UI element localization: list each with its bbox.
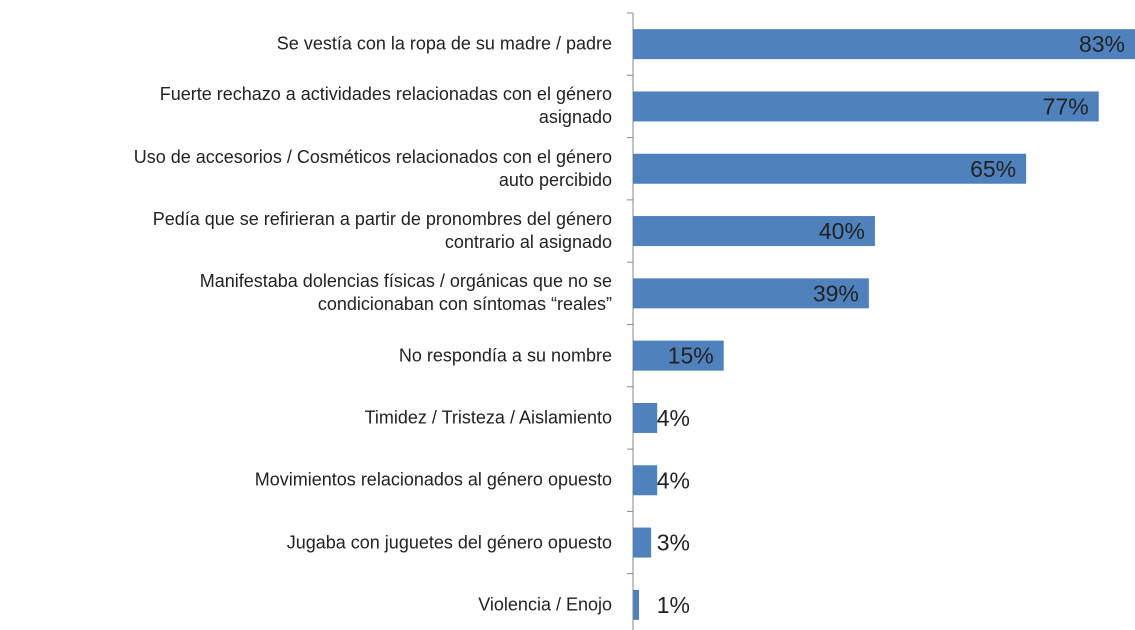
bar [633, 465, 658, 496]
value-label: 1% [657, 592, 690, 618]
value-label: 65% [970, 156, 1016, 182]
value-label: 4% [657, 467, 690, 493]
category-label: Violencia / Enojo [478, 594, 612, 615]
value-label: 83% [1079, 31, 1125, 57]
category-label: Uso de accesorios / Cosméticos relaciona… [133, 146, 612, 190]
bar [633, 216, 875, 247]
category-label: Fuerte rechazo a actividades relacionada… [159, 84, 612, 128]
category-label: Jugaba con juguetes del género opuesto [286, 532, 612, 553]
value-label: 40% [819, 218, 865, 244]
category-label: Timidez / Tristeza / Aislamiento [364, 407, 612, 428]
value-label: 77% [1043, 94, 1089, 120]
category-label: Manifestaba dolencias físicas / orgánica… [199, 271, 612, 315]
value-label: 15% [668, 343, 714, 369]
bar [633, 340, 724, 371]
category-label: Se vestía con la ropa de su madre / padr… [276, 33, 612, 54]
bar [633, 278, 869, 309]
bar [633, 402, 658, 433]
bar [633, 91, 1099, 122]
category-label: Movimientos relacionados al género opues… [254, 469, 612, 490]
value-label: 3% [657, 530, 690, 556]
bar [633, 29, 1135, 60]
value-label: 39% [813, 280, 859, 306]
value-label: 4% [657, 405, 690, 431]
bar [633, 589, 640, 620]
category-label: Pedía que se refirieran a partir de pron… [152, 209, 612, 253]
bar [633, 153, 1027, 184]
category-label: No respondía a su nombre [398, 345, 612, 366]
bar [633, 527, 652, 558]
